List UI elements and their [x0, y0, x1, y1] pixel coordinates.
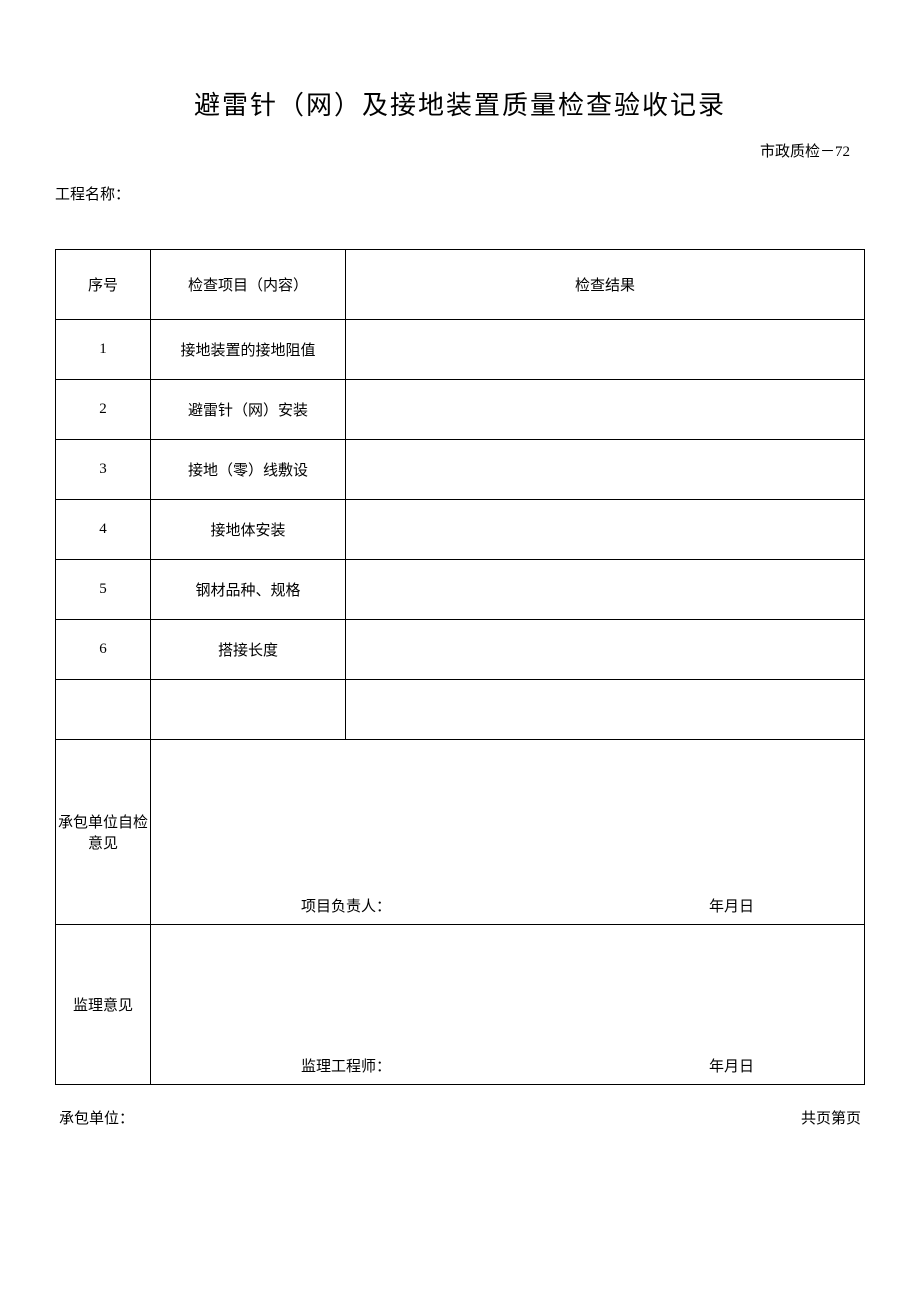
cell-result — [346, 440, 865, 500]
contractor-unit-label: 承包单位： — [59, 1107, 134, 1128]
cell-item: 接地（零）线敷设 — [151, 440, 346, 500]
table-row: 6 搭接长度 — [56, 620, 865, 680]
cell-result — [346, 560, 865, 620]
cell-seq: 3 — [56, 440, 151, 500]
header-result: 检查结果 — [346, 250, 865, 320]
cell-seq — [56, 680, 151, 740]
page-number-label: 共页第页 — [801, 1107, 861, 1128]
cell-seq: 4 — [56, 500, 151, 560]
project-name-label: 工程名称： — [55, 183, 865, 204]
date-label: 年月日 — [709, 895, 754, 916]
cell-item: 钢材品种、规格 — [151, 560, 346, 620]
header-item: 检查项目（内容） — [151, 250, 346, 320]
inspection-table: 序号 检查项目（内容） 检查结果 1 接地装置的接地阻值 2 避雷针（网）安装 … — [55, 249, 865, 1085]
table-row: 3 接地（零）线敷设 — [56, 440, 865, 500]
header-seq: 序号 — [56, 250, 151, 320]
cell-seq: 2 — [56, 380, 151, 440]
cell-seq: 6 — [56, 620, 151, 680]
contractor-opinion-row: 承包单位自检意见 项目负责人： 年月日 — [56, 740, 865, 925]
project-leader-label: 项目负责人： — [301, 895, 391, 916]
table-row — [56, 680, 865, 740]
table-row: 2 避雷针（网）安装 — [56, 380, 865, 440]
supervising-engineer-label: 监理工程师： — [301, 1055, 391, 1076]
page-footer: 承包单位： 共页第页 — [55, 1107, 865, 1128]
table-row: 1 接地装置的接地阻值 — [56, 320, 865, 380]
cell-seq: 1 — [56, 320, 151, 380]
contractor-opinion-label: 承包单位自检意见 — [56, 740, 151, 925]
cell-result — [346, 380, 865, 440]
cell-item: 接地装置的接地阻值 — [151, 320, 346, 380]
supervisor-opinion-cell: 监理工程师： 年月日 — [151, 925, 865, 1085]
supervisor-opinion-label: 监理意见 — [56, 925, 151, 1085]
page-title: 避雷针（网）及接地装置质量检查验收记录 — [55, 85, 865, 122]
cell-item — [151, 680, 346, 740]
table-row: 4 接地体安装 — [56, 500, 865, 560]
supervisor-opinion-row: 监理意见 监理工程师： 年月日 — [56, 925, 865, 1085]
contractor-opinion-cell: 项目负责人： 年月日 — [151, 740, 865, 925]
table-header-row: 序号 检查项目（内容） 检查结果 — [56, 250, 865, 320]
cell-result — [346, 620, 865, 680]
cell-result — [346, 680, 865, 740]
date-label: 年月日 — [709, 1055, 754, 1076]
cell-result — [346, 500, 865, 560]
cell-seq: 5 — [56, 560, 151, 620]
cell-item: 避雷针（网）安装 — [151, 380, 346, 440]
document-code: 市政质检－72 — [55, 140, 865, 161]
table-row: 5 钢材品种、规格 — [56, 560, 865, 620]
cell-item: 搭接长度 — [151, 620, 346, 680]
cell-item: 接地体安装 — [151, 500, 346, 560]
cell-result — [346, 320, 865, 380]
